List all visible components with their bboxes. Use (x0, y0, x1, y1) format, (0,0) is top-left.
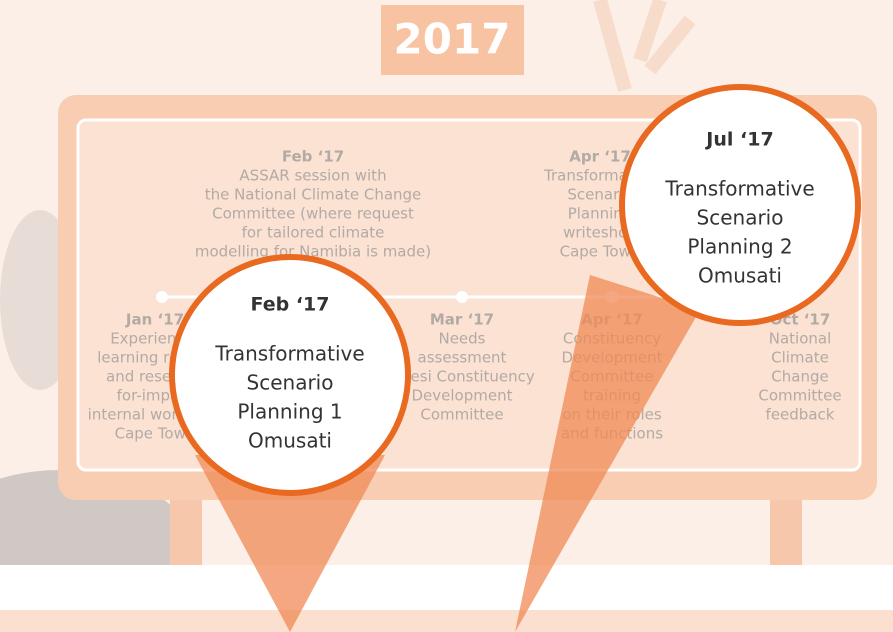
event-text: ASSAR session with (239, 167, 386, 185)
event-text: assessment (418, 349, 507, 367)
event-text: Committee (758, 387, 841, 405)
callout-text: Transformative (214, 342, 364, 366)
infographic: 2017 Feb ‘17ASSAR session withthe Nation… (0, 0, 893, 632)
timeline-dot (156, 291, 168, 303)
event-text: Onesi Constituency (389, 368, 535, 386)
year: 2017 (394, 15, 511, 64)
callout-text: Omusati (248, 429, 332, 453)
callout-text: Planning 2 (687, 235, 792, 259)
timeline-dot (456, 291, 468, 303)
event-date: Jan ‘17 (125, 311, 184, 329)
event-text: for tailored climate (242, 224, 385, 242)
event-text: Change (771, 368, 828, 386)
event-text: National (769, 330, 832, 348)
callout-text: Planning 1 (237, 400, 342, 424)
event-text: feedback (766, 406, 835, 424)
callout-text: Omusati (698, 264, 782, 288)
event-date: Mar ‘17 (430, 311, 494, 329)
event-text: Needs (438, 330, 485, 348)
event-date: Feb ‘17 (282, 148, 344, 166)
event-text: Climate (771, 349, 829, 367)
callout-text: Transformative (664, 177, 814, 201)
event-text: the National Climate Change (205, 186, 422, 204)
event-date: Apr ‘17 (569, 148, 631, 166)
event-text: Committee (420, 406, 503, 424)
event-text: Development (412, 387, 513, 405)
bottom-band (0, 565, 893, 610)
bottom-strip (0, 610, 893, 632)
callout-text: Scenario (697, 206, 784, 230)
callout-date: Feb ‘17 (251, 294, 330, 316)
callout-text: Scenario (247, 371, 334, 395)
callout-date: Jul ‘17 (704, 129, 773, 151)
event-text: Committee (where request (212, 205, 414, 223)
